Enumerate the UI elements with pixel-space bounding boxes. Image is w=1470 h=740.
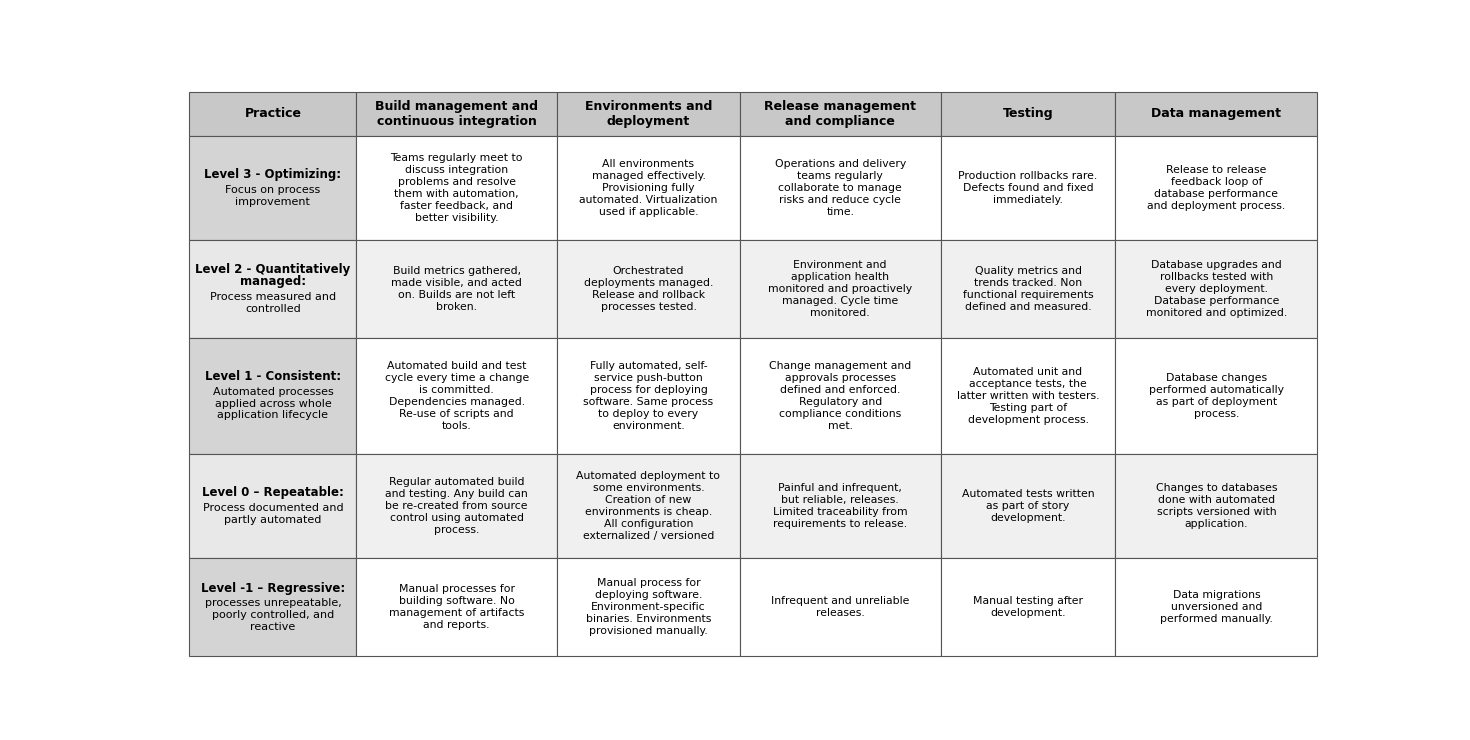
Text: Practice: Practice bbox=[244, 107, 301, 121]
Text: Level 3 - Optimizing:: Level 3 - Optimizing: bbox=[204, 169, 341, 181]
Text: Environment and
application health
monitored and proactively
managed. Cycle time: Environment and application health monit… bbox=[769, 260, 913, 318]
Bar bbox=[190, 454, 356, 559]
Bar bbox=[739, 454, 941, 559]
Bar bbox=[557, 337, 739, 454]
Text: Level 2 - Quantitatively: Level 2 - Quantitatively bbox=[196, 263, 350, 276]
Text: Operations and delivery
teams regularly
collaborate to manage
risks and reduce c: Operations and delivery teams regularly … bbox=[775, 159, 906, 218]
Text: Focus on process: Focus on process bbox=[225, 185, 320, 195]
Text: Production rollbacks rare.
Defects found and fixed
immediately.: Production rollbacks rare. Defects found… bbox=[958, 171, 1098, 205]
Bar bbox=[557, 92, 739, 136]
Text: controlled: controlled bbox=[245, 304, 301, 314]
Text: Quality metrics and
trends tracked. Non
functional requirements
defined and meas: Quality metrics and trends tracked. Non … bbox=[963, 266, 1094, 312]
Bar bbox=[941, 92, 1116, 136]
Bar bbox=[739, 337, 941, 454]
Bar bbox=[356, 240, 557, 337]
Text: Manual processes for
building software. No
management of artifacts
and reports.: Manual processes for building software. … bbox=[390, 584, 525, 630]
Bar bbox=[190, 92, 356, 136]
Text: Level 0 – Repeatable:: Level 0 – Repeatable: bbox=[201, 486, 344, 500]
Text: Environments and
deployment: Environments and deployment bbox=[585, 100, 711, 128]
Text: Fully automated, self-
service push-button
process for deploying
software. Same : Fully automated, self- service push-butt… bbox=[584, 361, 713, 431]
Bar bbox=[1116, 92, 1317, 136]
Text: Automated processes: Automated processes bbox=[213, 387, 334, 397]
Bar bbox=[190, 337, 356, 454]
Bar bbox=[941, 559, 1116, 656]
Text: Change management and
approvals processes
defined and enforced.
Regulatory and
c: Change management and approvals processe… bbox=[769, 361, 911, 431]
Text: poorly controlled, and: poorly controlled, and bbox=[212, 610, 334, 620]
Text: All environments
managed effectively.
Provisioning fully
automated. Virtualizati: All environments managed effectively. Pr… bbox=[579, 159, 717, 218]
Text: Automated unit and
acceptance tests, the
latter written with testers.
Testing pa: Automated unit and acceptance tests, the… bbox=[957, 367, 1100, 425]
Bar bbox=[1116, 240, 1317, 337]
Bar bbox=[557, 454, 739, 559]
Bar bbox=[557, 136, 739, 240]
Bar bbox=[356, 559, 557, 656]
Bar bbox=[941, 454, 1116, 559]
Bar bbox=[739, 240, 941, 337]
Text: Data migrations
unversioned and
performed manually.: Data migrations unversioned and performe… bbox=[1160, 590, 1273, 624]
Text: Manual process for
deploying software.
Environment-specific
binaries. Environmen: Manual process for deploying software. E… bbox=[587, 578, 711, 636]
Text: reactive: reactive bbox=[250, 622, 295, 631]
Bar bbox=[356, 92, 557, 136]
Bar bbox=[739, 92, 941, 136]
Bar bbox=[190, 559, 356, 656]
Text: Painful and infrequent,
but reliable, releases.
Limited traceability from
requir: Painful and infrequent, but reliable, re… bbox=[773, 483, 907, 529]
Text: Level 1 - Consistent:: Level 1 - Consistent: bbox=[204, 370, 341, 383]
Text: Automated build and test
cycle every time a change
is committed.
Dependencies ma: Automated build and test cycle every tim… bbox=[385, 361, 529, 431]
Bar bbox=[190, 240, 356, 337]
Bar bbox=[1116, 559, 1317, 656]
Text: Regular automated build
and testing. Any build can
be re-created from source
con: Regular automated build and testing. Any… bbox=[385, 477, 528, 535]
Text: Release management
and compliance: Release management and compliance bbox=[764, 100, 916, 128]
Bar bbox=[557, 559, 739, 656]
Bar bbox=[941, 337, 1116, 454]
Bar bbox=[190, 136, 356, 240]
Text: Release to release
feedback loop of
database performance
and deployment process.: Release to release feedback loop of data… bbox=[1147, 165, 1285, 211]
Bar bbox=[739, 559, 941, 656]
Bar bbox=[356, 337, 557, 454]
Bar bbox=[356, 136, 557, 240]
Text: Teams regularly meet to
discuss integration
problems and resolve
them with autom: Teams regularly meet to discuss integrat… bbox=[391, 153, 523, 223]
Text: processes unrepeatable,: processes unrepeatable, bbox=[204, 599, 341, 608]
Text: Changes to databases
done with automated
scripts versioned with
application.: Changes to databases done with automated… bbox=[1155, 483, 1277, 529]
Bar bbox=[739, 136, 941, 240]
Text: partly automated: partly automated bbox=[225, 515, 322, 525]
Text: Data management: Data management bbox=[1151, 107, 1282, 121]
Bar bbox=[1116, 136, 1317, 240]
Bar bbox=[941, 136, 1116, 240]
Text: managed:: managed: bbox=[240, 275, 306, 289]
Text: Process measured and: Process measured and bbox=[210, 292, 337, 303]
Bar bbox=[356, 454, 557, 559]
Text: Database changes
performed automatically
as part of deployment
process.: Database changes performed automatically… bbox=[1150, 373, 1283, 419]
Text: Manual testing after
development.: Manual testing after development. bbox=[973, 596, 1083, 618]
Text: Build metrics gathered,
made visible, and acted
on. Builds are not left
broken.: Build metrics gathered, made visible, an… bbox=[391, 266, 522, 312]
Text: Build management and
continuous integration: Build management and continuous integrat… bbox=[375, 100, 538, 128]
Text: improvement: improvement bbox=[235, 197, 310, 207]
Text: application lifecycle: application lifecycle bbox=[218, 410, 328, 420]
Text: Automated deployment to
some environments.
Creation of new
environments is cheap: Automated deployment to some environment… bbox=[576, 471, 720, 541]
Text: applied across whole: applied across whole bbox=[215, 399, 331, 408]
Text: Orchestrated
deployments managed.
Release and rollback
processes tested.: Orchestrated deployments managed. Releas… bbox=[584, 266, 713, 312]
Text: Database upgrades and
rollbacks tested with
every deployment.
Database performan: Database upgrades and rollbacks tested w… bbox=[1145, 260, 1288, 318]
Bar bbox=[557, 240, 739, 337]
Text: Level -1 – Regressive:: Level -1 – Regressive: bbox=[201, 582, 345, 594]
Text: Automated tests written
as part of story
development.: Automated tests written as part of story… bbox=[961, 489, 1094, 523]
Bar bbox=[941, 240, 1116, 337]
Text: Infrequent and unreliable
releases.: Infrequent and unreliable releases. bbox=[772, 596, 910, 618]
Text: Testing: Testing bbox=[1003, 107, 1054, 121]
Bar bbox=[1116, 337, 1317, 454]
Bar bbox=[1116, 454, 1317, 559]
Text: Process documented and: Process documented and bbox=[203, 503, 343, 514]
